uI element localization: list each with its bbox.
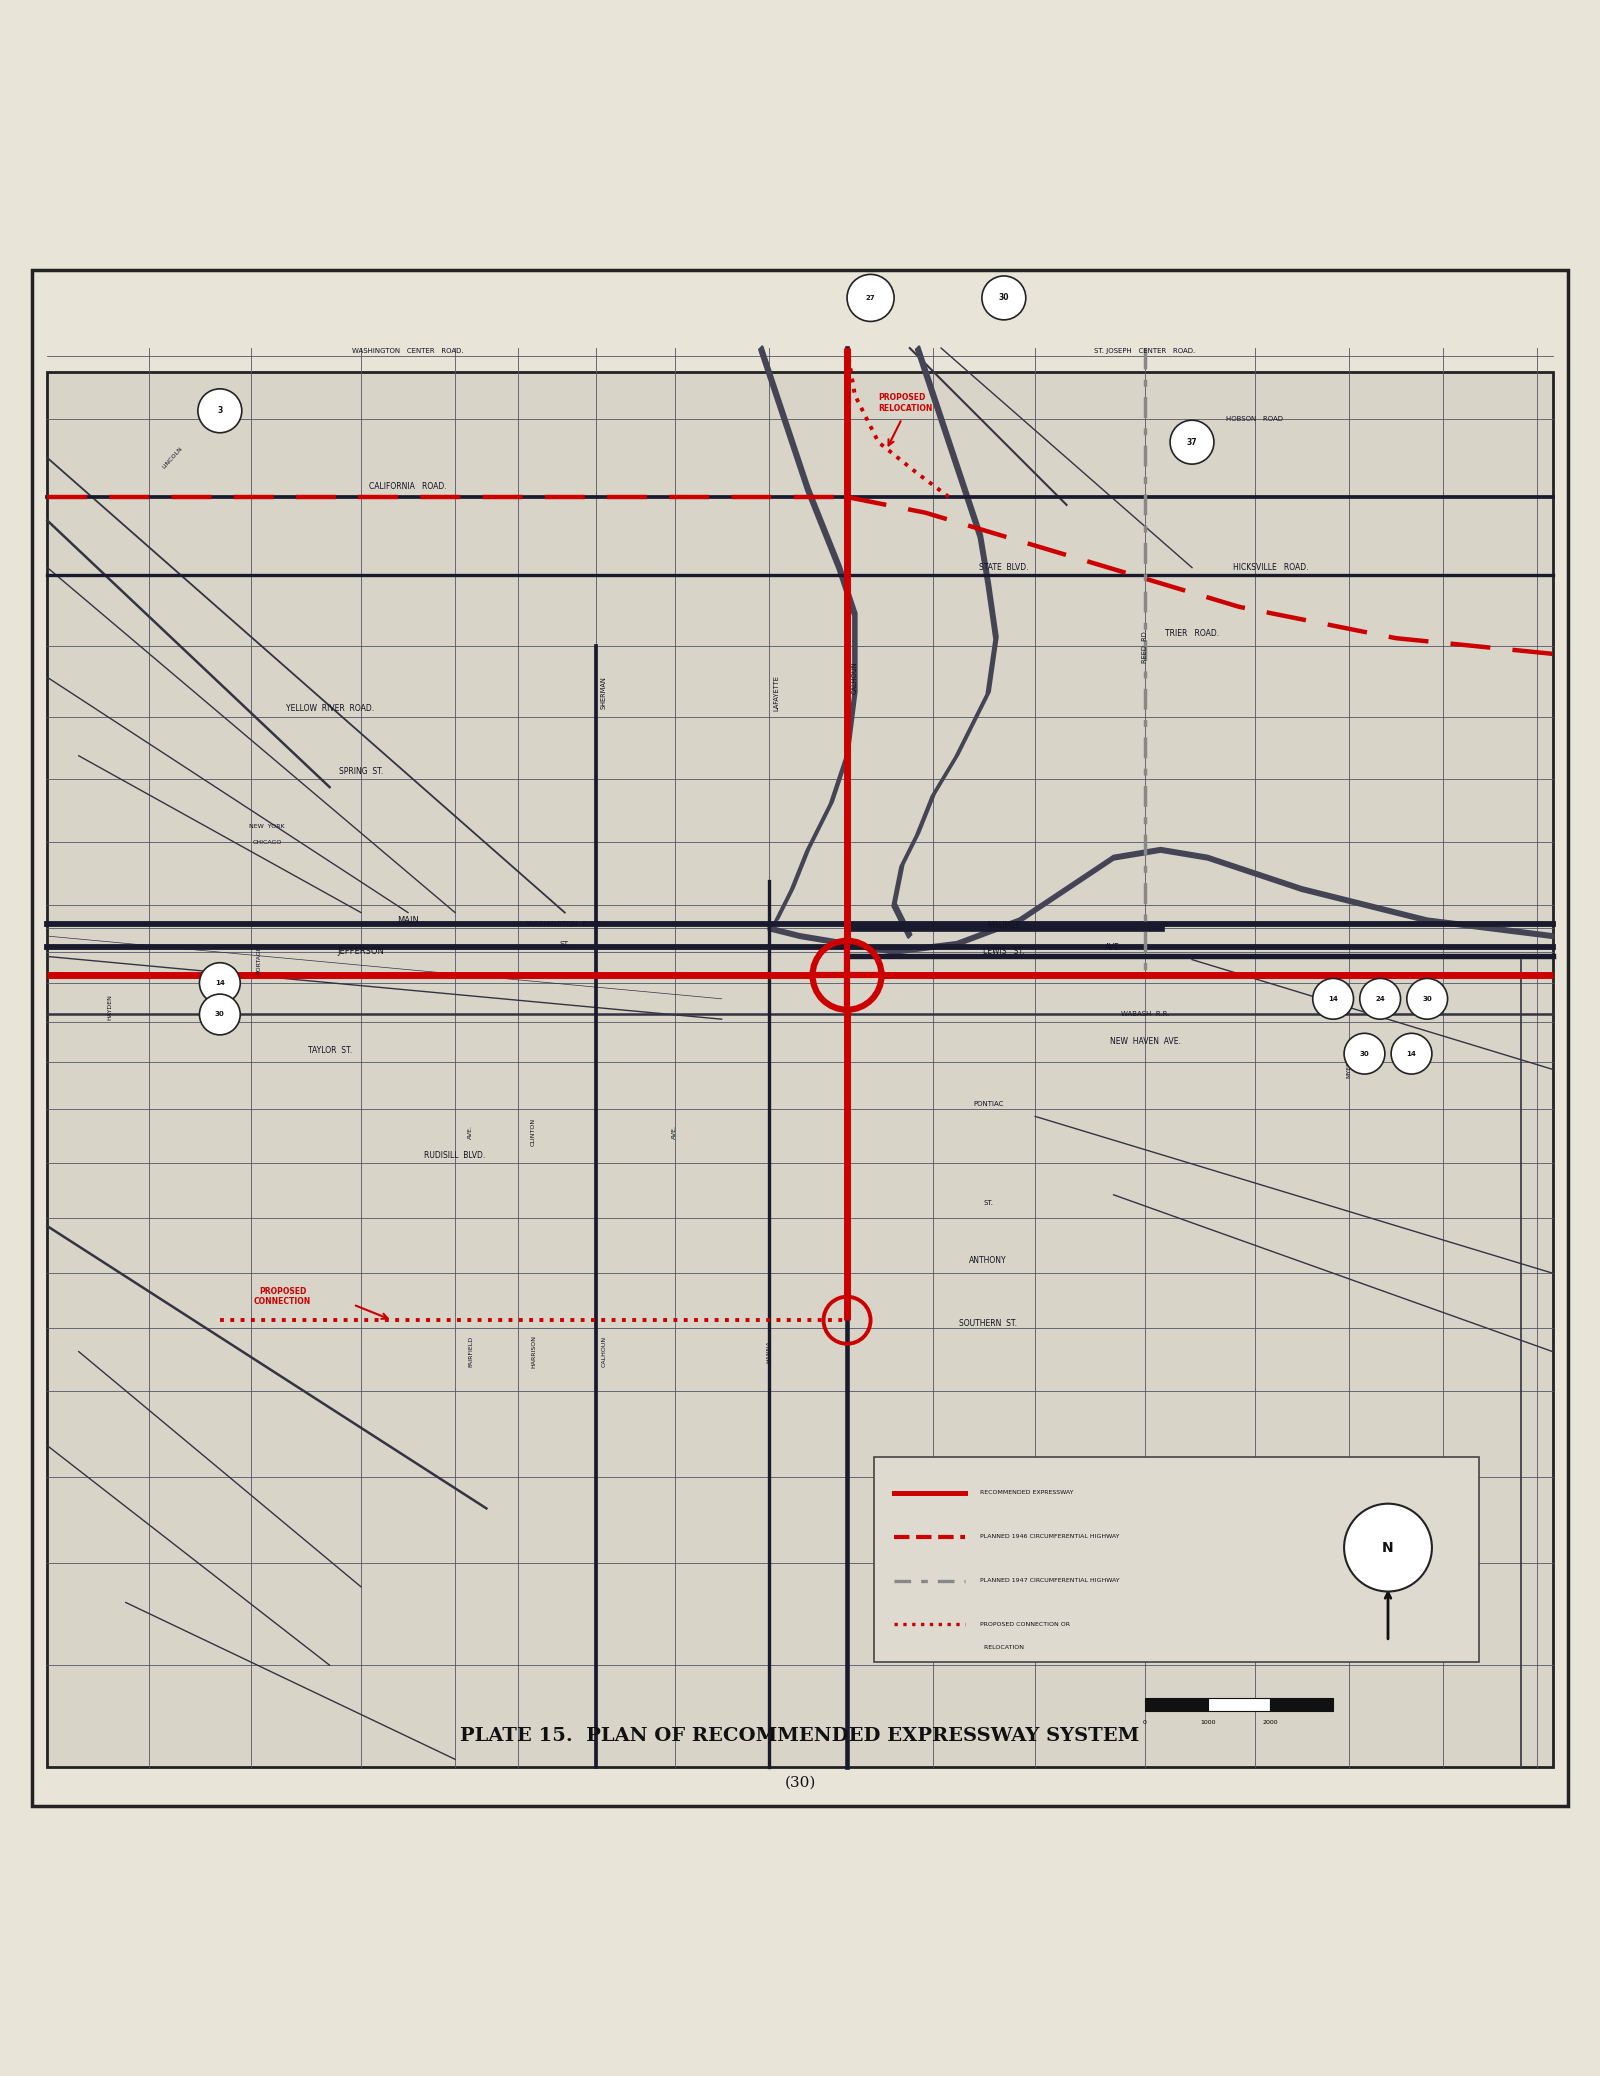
Text: 14: 14 [1406,1050,1416,1057]
Text: AVE.: AVE. [672,1125,677,1140]
Text: JEFFERSON: JEFFERSON [338,947,384,957]
Text: ST.: ST. [560,940,570,947]
Circle shape [200,994,240,1034]
Text: PLANNED 1946 CIRCUMFERENTIAL HIGHWAY: PLANNED 1946 CIRCUMFERENTIAL HIGHWAY [981,1534,1120,1538]
Text: PROPOSED CONNECTION OR: PROPOSED CONNECTION OR [981,1621,1070,1628]
Text: 37: 37 [1187,438,1197,446]
Text: LEWIS   ST.: LEWIS ST. [982,947,1024,957]
Circle shape [200,963,240,1003]
Text: SPRING  ST.: SPRING ST. [339,766,382,776]
Text: 3: 3 [218,407,222,415]
FancyBboxPatch shape [48,372,1552,1767]
Text: PROPOSED
RELOCATION: PROPOSED RELOCATION [878,392,933,413]
Text: RELOCATION: RELOCATION [981,1646,1024,1650]
Text: SOUTHERN  ST.: SOUTHERN ST. [958,1318,1018,1329]
Text: YELLOW  RIVER  ROAD.: YELLOW RIVER ROAD. [285,704,374,714]
Text: 30: 30 [998,293,1010,303]
Circle shape [1390,1034,1432,1073]
Text: CLINTON: CLINTON [531,1119,536,1146]
Text: MYER: MYER [1346,1061,1352,1077]
Circle shape [982,276,1026,320]
Circle shape [1312,978,1354,1019]
Text: LAFAYETTE: LAFAYETTE [773,675,779,710]
Text: 1000: 1000 [1200,1721,1216,1725]
Text: 0: 0 [1142,1721,1147,1725]
Text: HICKSVILLE   ROAD.: HICKSVILLE ROAD. [1232,563,1309,573]
FancyBboxPatch shape [874,1457,1478,1663]
Circle shape [1344,1034,1386,1073]
Text: (30): (30) [784,1775,816,1790]
Text: NEW  YORK: NEW YORK [250,824,285,828]
Text: NEW  HAVEN  AVE.: NEW HAVEN AVE. [1109,1036,1181,1046]
Text: 24: 24 [1376,996,1386,1003]
Text: HANNA: HANNA [766,1341,771,1364]
Text: CHICAGO: CHICAGO [253,839,282,845]
Circle shape [1344,1503,1432,1592]
Text: LINCOLN: LINCOLN [162,446,184,469]
Text: ST. JOSEPH   CENTER   ROAD.: ST. JOSEPH CENTER ROAD. [1094,349,1195,355]
Text: PROPOSED
CONNECTION: PROPOSED CONNECTION [254,1287,310,1306]
Text: WASHINGTON   CENTER   ROAD.: WASHINGTON CENTER ROAD. [352,349,464,355]
Text: RECOMMENDED EXPRESSWAY: RECOMMENDED EXPRESSWAY [981,1491,1074,1495]
Text: AVE.: AVE. [469,1125,474,1140]
Text: MAIN: MAIN [397,916,419,926]
Circle shape [1406,978,1448,1019]
Text: AVE.: AVE. [1106,943,1122,951]
Text: RUDISILL  BLVD.: RUDISILL BLVD. [424,1150,486,1160]
Text: CALHOUN: CALHOUN [851,660,858,693]
Text: 30: 30 [1422,996,1432,1003]
Text: CALIFORNIA   ROAD.: CALIFORNIA ROAD. [370,482,446,490]
Text: TRIER   ROAD.: TRIER ROAD. [1165,629,1219,637]
Bar [1208,1698,1270,1711]
Text: ANTHONY: ANTHONY [970,1256,1006,1264]
Text: 30: 30 [1360,1050,1370,1057]
Circle shape [1170,419,1214,465]
Bar [1146,1698,1208,1711]
Text: TAYLOR  ST.: TAYLOR ST. [307,1046,352,1055]
Text: CALHOUN: CALHOUN [602,1337,606,1368]
Text: WASHINGTON  BLVD.: WASHINGTON BLVD. [526,920,603,926]
Bar [1270,1698,1333,1711]
Text: SHERMAN: SHERMAN [602,677,606,710]
Text: 14: 14 [1328,996,1338,1003]
Text: N: N [1382,1540,1394,1555]
Text: FAIRFIELD: FAIRFIELD [469,1337,474,1368]
Text: MAUMEE: MAUMEE [987,920,1021,930]
Text: PORTAGE: PORTAGE [256,945,261,974]
Text: WABASH  R.R.: WABASH R.R. [1120,1011,1170,1017]
Text: 14: 14 [214,980,224,986]
Circle shape [846,274,894,322]
Text: 2000: 2000 [1262,1721,1278,1725]
Circle shape [1360,978,1400,1019]
Text: PLATE 15.  PLAN OF RECOMMENDED EXPRESSWAY SYSTEM: PLATE 15. PLAN OF RECOMMENDED EXPRESSWAY… [461,1727,1139,1744]
Text: PONTIAC: PONTIAC [973,1100,1003,1107]
Text: HOBSON   ROAD: HOBSON ROAD [1226,415,1283,421]
Text: HAYDEN: HAYDEN [107,994,112,1019]
Text: REED  RD.: REED RD. [1142,629,1147,662]
Circle shape [198,388,242,432]
Text: ST.: ST. [982,1200,994,1206]
Text: 30: 30 [214,1011,224,1017]
Text: PLANNED 1947 CIRCUMFERENTIAL HIGHWAY: PLANNED 1947 CIRCUMFERENTIAL HIGHWAY [981,1578,1120,1584]
Text: STATE  BLVD.: STATE BLVD. [979,563,1029,573]
Text: HARRISON: HARRISON [531,1335,536,1368]
Text: 27: 27 [866,295,875,301]
